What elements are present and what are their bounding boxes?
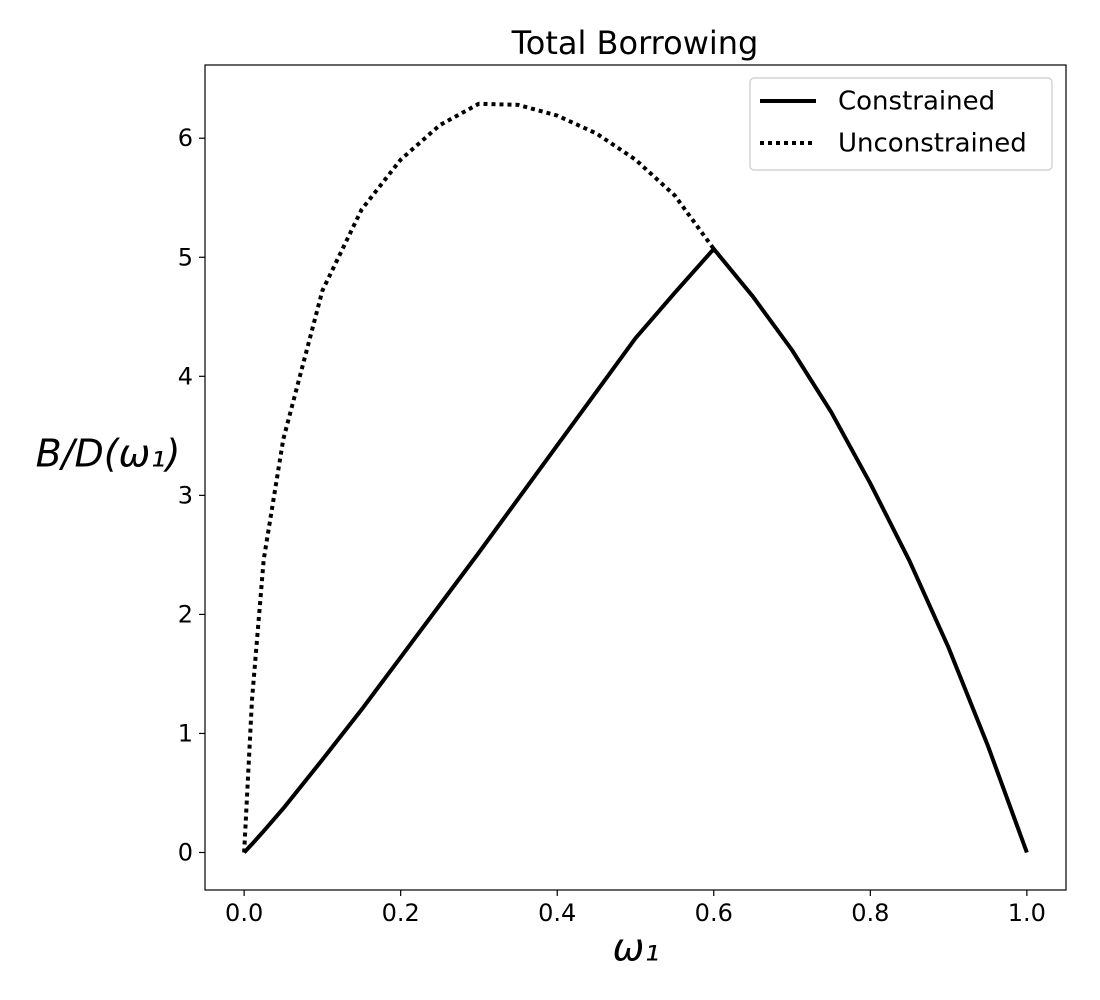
y-tick-label: 1: [178, 719, 193, 747]
x-tick-label: 0.8: [851, 899, 889, 927]
chart-title: Total Borrowing: [511, 24, 759, 62]
y-axis-label: B/D(ω₁): [36, 432, 181, 476]
series-line: [242, 101, 716, 853]
legend-box: [749, 77, 1053, 171]
x-tick-label: 1.0: [1008, 899, 1046, 927]
y-tick-label: 0: [178, 839, 193, 867]
legend-label: Constrained: [838, 87, 995, 117]
y-tick-label: 6: [178, 124, 193, 152]
x-tick-label: 0.2: [382, 899, 420, 927]
series-line: [242, 246, 1029, 854]
x-tick-label: 0.6: [695, 899, 733, 927]
y-tick-label: 3: [178, 481, 193, 509]
legend-label: Unconstrained: [838, 129, 1027, 159]
x-tick-label: 0.4: [538, 899, 576, 927]
x-axis-label: ω₁: [612, 926, 659, 970]
y-tick-label: 4: [178, 362, 193, 390]
y-tick-label: 5: [178, 243, 193, 271]
y-tick-label: 2: [178, 600, 193, 628]
x-tick-label: 0.0: [225, 899, 263, 927]
plot-frame: [204, 64, 1067, 891]
